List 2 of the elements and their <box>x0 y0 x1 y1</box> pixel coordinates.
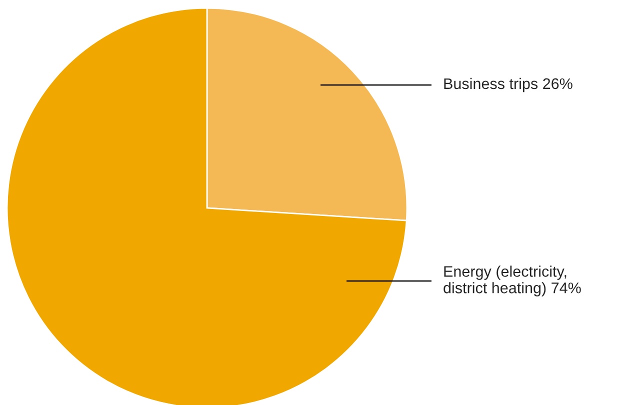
slice-label: Business trips 26% <box>444 78 572 92</box>
slice-label: Energy (electricity, district heating) 74% <box>444 266 581 296</box>
